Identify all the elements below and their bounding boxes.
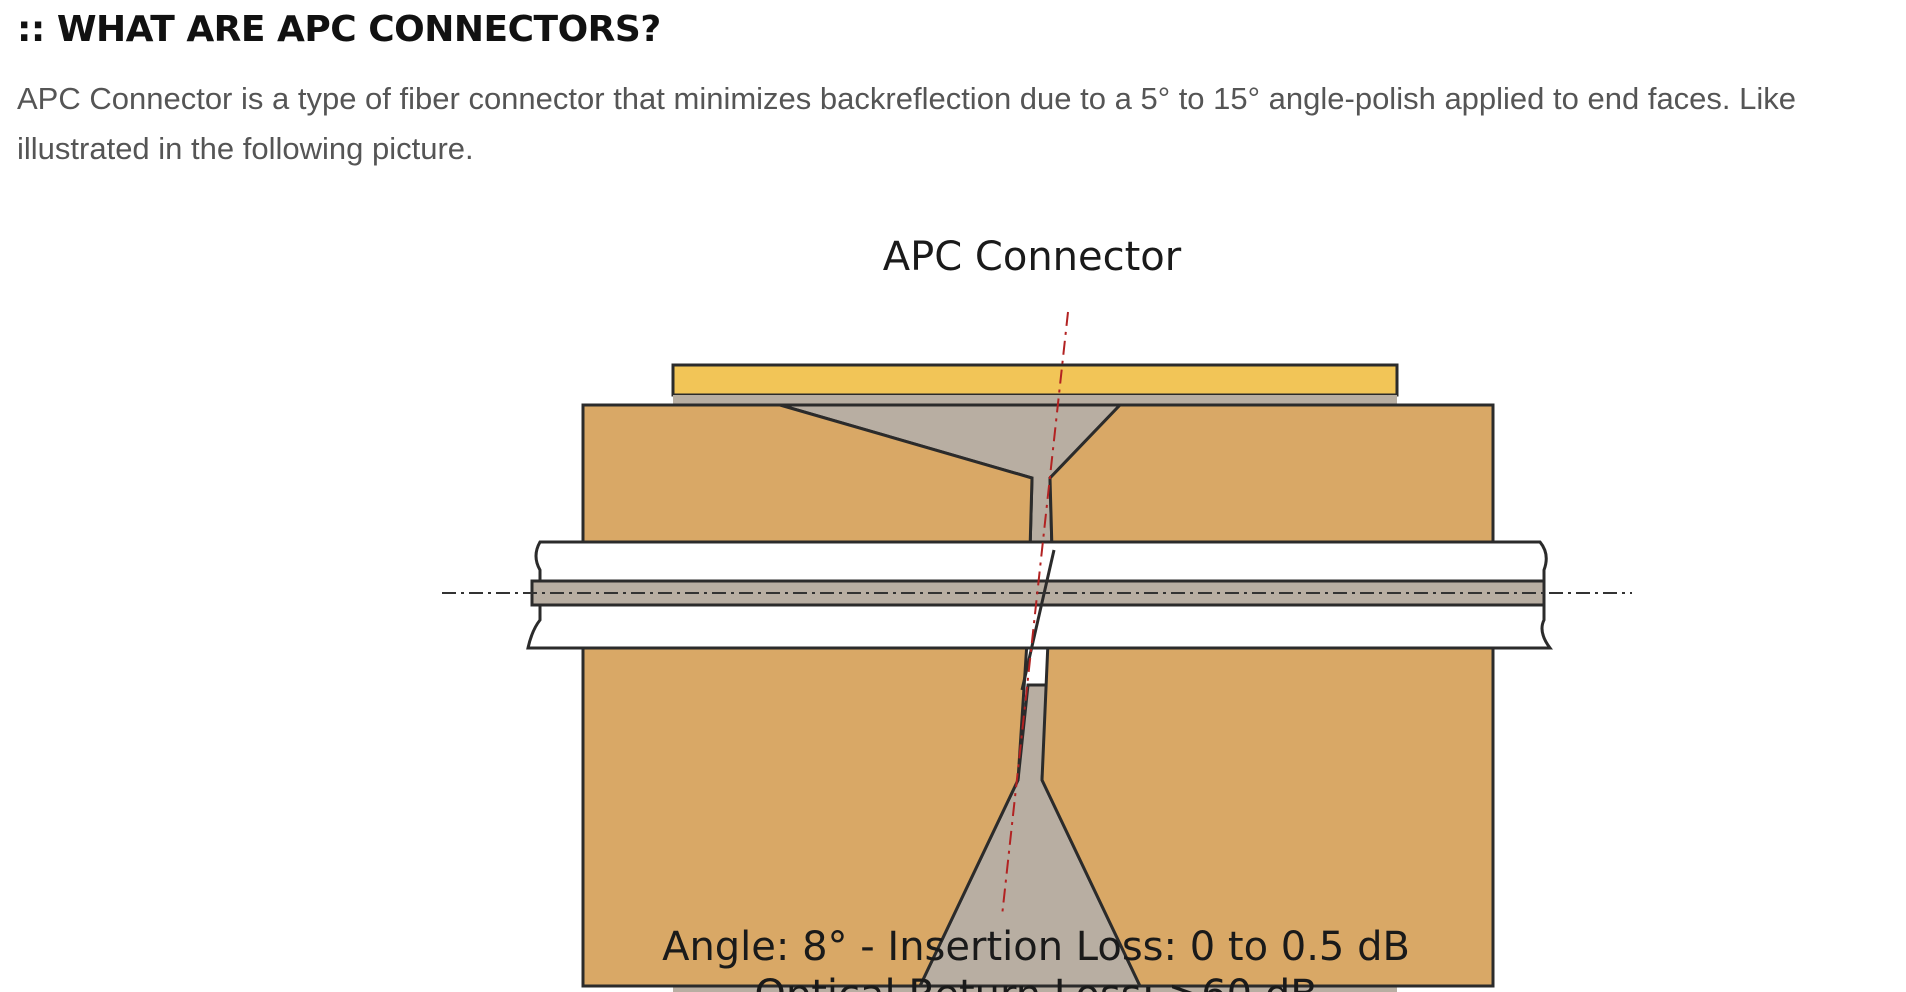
figure-caption-line2: Optical Return Loss: >60 dB [754, 972, 1317, 992]
top-gap-strip [673, 395, 1397, 405]
figure-caption-line1: Angle: 8° - Insertion Loss: 0 to 0.5 dB [662, 924, 1410, 970]
right-ferrule-upper [1035, 403, 1495, 556]
section-heading: :: WHAT ARE APC CONNECTORS? [17, 9, 661, 50]
angled-end-face [1020, 549, 1056, 691]
angle-reference-line [1001, 311, 1069, 917]
top-sleeve [671, 363, 1399, 397]
figure-title: APC Connector [883, 234, 1182, 280]
intro-paragraph: APC Connector is a type of fiber connect… [17, 81, 1797, 166]
bottom-gap-strip [673, 986, 1397, 992]
apc-connector-figure: APC Connector [420, 220, 1640, 992]
apc-connector-diagram: APC Connector [442, 234, 1632, 992]
